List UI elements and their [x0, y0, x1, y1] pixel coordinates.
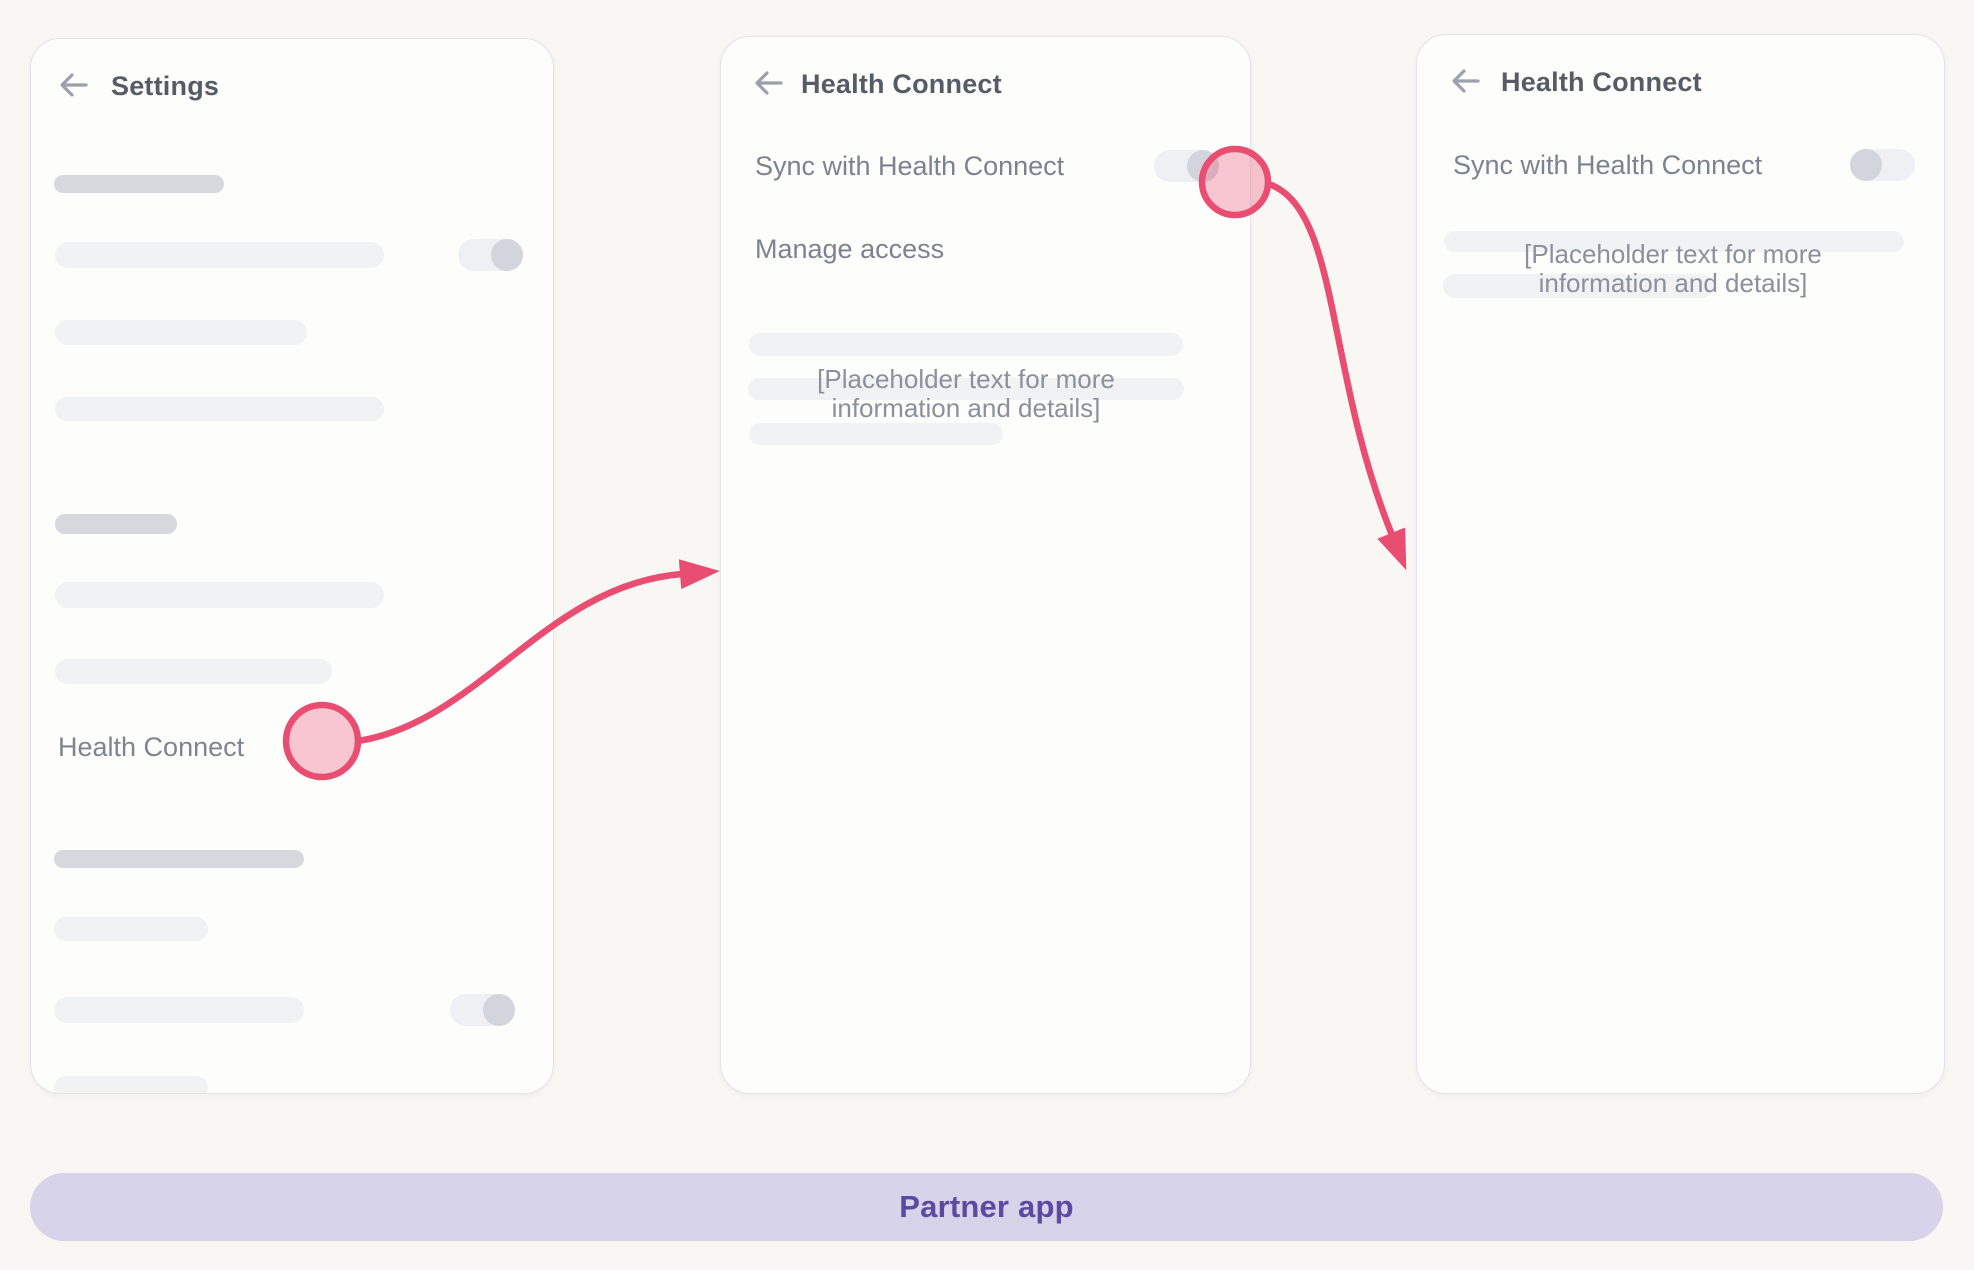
placeholder-text: [Placeholder text for more information a…: [748, 365, 1184, 423]
skeleton-bar: [55, 397, 384, 421]
skeleton-bar: [1443, 274, 1713, 298]
health-connect-screen-sync-on: Health Connect Sync with Health Connect …: [720, 36, 1251, 1094]
placeholder-line: information and details]: [1538, 268, 1808, 298]
toggle-knob: [491, 239, 523, 271]
app-bar: Health Connect: [1417, 35, 1944, 145]
skeleton-bar: [54, 917, 208, 941]
partner-app-label: Partner app: [899, 1189, 1074, 1224]
settings-screen: Settings Health Connect: [30, 38, 554, 1094]
placeholder-line: [Placeholder text for more: [817, 364, 1115, 394]
skeleton-bar: [749, 333, 1183, 356]
back-button[interactable]: [1451, 68, 1481, 94]
toggle-switch[interactable]: [450, 994, 515, 1026]
skeleton-bar: [54, 1076, 208, 1093]
screen-title: Settings: [111, 71, 220, 101]
sync-row-label: Sync with Health Connect: [755, 151, 1065, 181]
arrow-left-icon: [60, 73, 88, 97]
manage-access-item[interactable]: Manage access: [755, 234, 945, 264]
skeleton-bar: [54, 997, 304, 1023]
placeholder-text: [Placeholder text for more information a…: [1443, 240, 1903, 298]
skeleton-bar: [1444, 231, 1904, 252]
screen-title: Health Connect: [801, 69, 1002, 99]
skeleton-bar: [55, 659, 332, 684]
placeholder-line: information and details]: [831, 393, 1101, 423]
skeleton-bar: [748, 378, 1184, 400]
toggle-switch[interactable]: [458, 239, 523, 271]
skeleton-bar: [55, 514, 177, 534]
skeleton-bar: [749, 423, 1003, 445]
skeleton-bar: [54, 175, 224, 193]
flow-arrow-2: [1265, 180, 1407, 571]
app-bar: Settings: [31, 39, 553, 149]
toggle-knob: [1850, 149, 1882, 181]
skeleton-bar: [55, 320, 307, 345]
skeleton-bar: [55, 242, 384, 268]
health-connect-screen-sync-off: Health Connect Sync with Health Connect …: [1416, 34, 1945, 1094]
back-button[interactable]: [754, 70, 784, 96]
skeleton-bar: [54, 850, 304, 868]
app-bar: Health Connect: [721, 37, 1250, 147]
arrow-left-icon: [1452, 69, 1480, 93]
placeholder-line: [Placeholder text for more: [1524, 239, 1822, 269]
partner-app-banner: Partner app: [30, 1173, 1943, 1241]
sync-row-label: Sync with Health Connect: [1453, 150, 1763, 180]
back-button[interactable]: [59, 72, 89, 98]
list-item-health-connect[interactable]: Health Connect: [58, 732, 245, 762]
toggle-knob: [483, 994, 515, 1026]
sync-toggle[interactable]: [1850, 149, 1915, 181]
arrow-left-icon: [755, 71, 783, 95]
toggle-knob: [1187, 150, 1219, 182]
sync-toggle[interactable]: [1154, 150, 1219, 182]
skeleton-bar: [55, 582, 384, 608]
screen-title: Health Connect: [1501, 67, 1702, 97]
